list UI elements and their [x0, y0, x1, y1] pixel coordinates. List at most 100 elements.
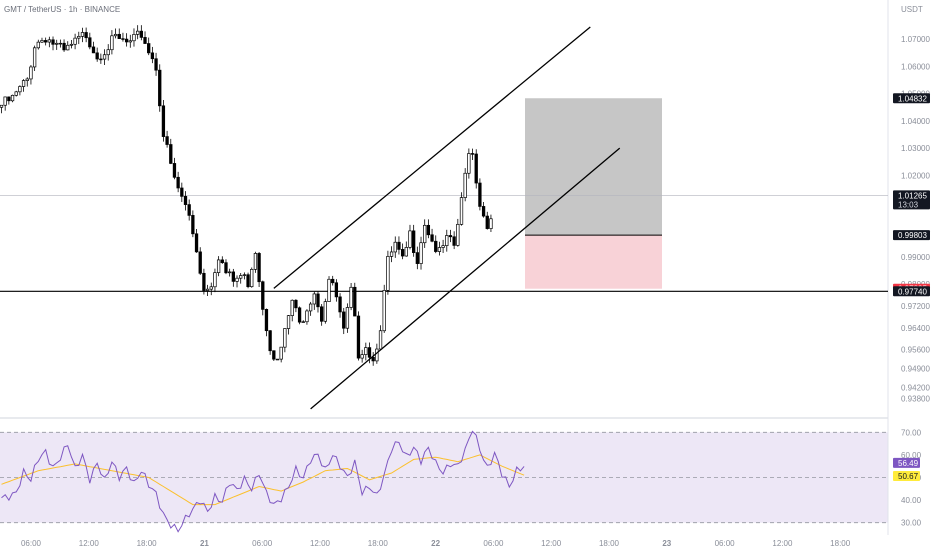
currency-label: USDT: [901, 5, 923, 14]
channel-lower-line[interactable]: [310, 147, 621, 410]
price-tick-label: 0.93800: [901, 395, 930, 404]
candle-up: [419, 242, 423, 264]
candle-down: [124, 38, 129, 43]
candle-down: [180, 187, 184, 197]
candle-down: [470, 153, 475, 155]
candle-up: [378, 330, 383, 350]
candle-up: [404, 247, 408, 257]
price-tick-label: 0.95600: [901, 346, 930, 355]
candle-down: [202, 272, 206, 291]
time-tick-label: 12:00: [310, 539, 331, 548]
candle-up: [253, 253, 258, 270]
candle-up: [205, 288, 210, 291]
candle-up: [10, 94, 15, 102]
price-tick-label: 1.04000: [901, 117, 930, 126]
candle-down: [51, 39, 55, 45]
countdown-label-text: 13:03: [898, 200, 919, 209]
rsi-line: [1, 430, 525, 533]
time-tick-label: 06:00: [483, 539, 504, 548]
time-tick-label: 06:00: [21, 539, 42, 548]
candles: [0, 25, 493, 366]
candle-down: [246, 274, 250, 288]
price-tick-label: 1.06000: [901, 62, 930, 71]
horizontal-levels: [0, 195, 888, 292]
candle-up: [106, 49, 110, 56]
time-tick-label: 12:00: [79, 539, 100, 548]
price-tick-label: 1.02000: [901, 171, 930, 180]
candle-down: [121, 38, 125, 40]
candle-down: [316, 293, 320, 308]
candle-down: [62, 42, 66, 51]
price-tick-label: 1.07000: [901, 35, 930, 44]
candle-down: [187, 204, 191, 216]
candle-down: [95, 52, 99, 60]
candle-up: [312, 293, 316, 305]
price-tick-label: 0.94200: [901, 384, 930, 393]
candle-up: [308, 303, 313, 312]
candle-up: [456, 223, 460, 246]
candle-down: [334, 282, 339, 298]
candle-down: [194, 233, 199, 253]
candle-up: [467, 153, 471, 174]
candle-up: [286, 315, 291, 329]
candle-up: [283, 328, 287, 348]
candle-up: [389, 251, 394, 257]
candle-down: [44, 40, 48, 43]
candle-down: [183, 195, 188, 205]
candle-down: [91, 46, 96, 54]
candle-up: [55, 42, 59, 45]
rsi-ma-value-tag-text: 50.67: [898, 472, 919, 481]
price-label-tag: [893, 190, 930, 210]
time-axis[interactable]: 06:00 12:00 18:00 21 06:00 12:00 18:00 22 06:00 1…: [21, 539, 851, 548]
candle-up: [408, 230, 412, 248]
symbol-title: GMT / TetherUS · 1h · BINANCE: [4, 5, 120, 14]
rsi-tick-label: 70.00: [901, 428, 922, 437]
candle-down: [147, 43, 151, 54]
candle-down: [415, 252, 419, 264]
candle-down: [400, 249, 405, 257]
price-tick-label: 0.99000: [901, 253, 930, 262]
time-tick-label: 06:00: [715, 539, 736, 548]
candle-up: [25, 78, 29, 81]
time-tick-label: 18:00: [137, 539, 158, 548]
time-tick-label: 12:00: [772, 539, 793, 548]
candle-up: [445, 235, 449, 247]
candle-down: [117, 33, 121, 40]
candle-up: [323, 301, 327, 322]
candle-up: [18, 86, 22, 93]
long-position-tool[interactable]: [525, 98, 662, 289]
candle-down: [88, 37, 92, 48]
candle-down: [430, 234, 434, 242]
price-label-text: 0.99803: [898, 231, 927, 240]
parallel-channel[interactable]: [273, 26, 621, 410]
rsi-ma-line: [1, 454, 525, 506]
price-tick-label: 0.96400: [901, 324, 930, 333]
price-label-tag: [893, 230, 930, 241]
candle-down: [257, 253, 261, 283]
candle-down: [99, 58, 103, 61]
candle-up: [128, 40, 132, 43]
candle-down: [426, 224, 431, 236]
candle-down: [481, 206, 486, 217]
price-tick-label: 1.03000: [901, 144, 930, 153]
position-profit-zone[interactable]: [525, 98, 662, 236]
candle-up: [36, 41, 40, 49]
candle-up: [29, 66, 33, 80]
candle-down: [272, 350, 276, 360]
candle-up: [275, 358, 280, 361]
candle-up: [213, 272, 217, 288]
candle-up: [459, 197, 464, 225]
position-loss-zone[interactable]: [525, 235, 662, 289]
channel-upper-line[interactable]: [273, 26, 591, 289]
candle-up: [360, 354, 364, 359]
candle-up: [110, 35, 114, 51]
candle-down: [320, 306, 324, 322]
rsi-pane[interactable]: [0, 430, 888, 533]
candle-up: [242, 274, 247, 276]
candle-down: [294, 299, 298, 309]
candle-up: [290, 299, 294, 316]
candle-down: [264, 309, 269, 332]
candle-down: [448, 235, 453, 238]
candle-up: [463, 172, 467, 198]
